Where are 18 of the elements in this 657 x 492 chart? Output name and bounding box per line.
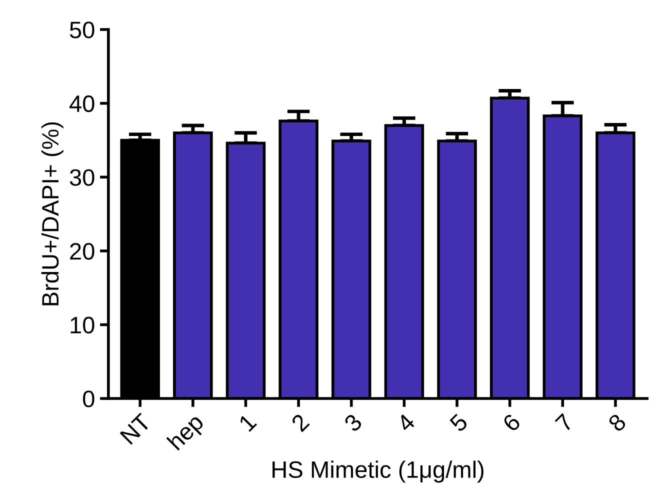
y-tick-label: 30 (70, 169, 94, 186)
x-tick-label: 8 (607, 412, 627, 433)
x-tick-label: 3 (343, 412, 363, 433)
x-tick-label: 6 (502, 412, 522, 432)
y-tick-label: 50 (70, 22, 94, 38)
x-axis-title: HS Mimetic (1μg/ml) (272, 460, 484, 483)
y-tick-label: 0 (83, 390, 94, 408)
y-tick-label: 10 (70, 316, 94, 334)
x-tick-label: hep (166, 412, 208, 454)
x-tick-label: 5 (449, 413, 469, 433)
x-tick-label: 4 (396, 412, 416, 433)
x-tick-label: 7 (554, 413, 574, 432)
x-tick-label: 1 (238, 413, 258, 432)
x-tick-label: NT (120, 412, 152, 445)
y-tick-label: 40 (69, 95, 94, 112)
y-axis-title: BrdU+/DAPI+ (%) (41, 122, 64, 306)
x-tick-label: 2 (290, 412, 310, 432)
y-tick-label: 20 (70, 242, 94, 260)
